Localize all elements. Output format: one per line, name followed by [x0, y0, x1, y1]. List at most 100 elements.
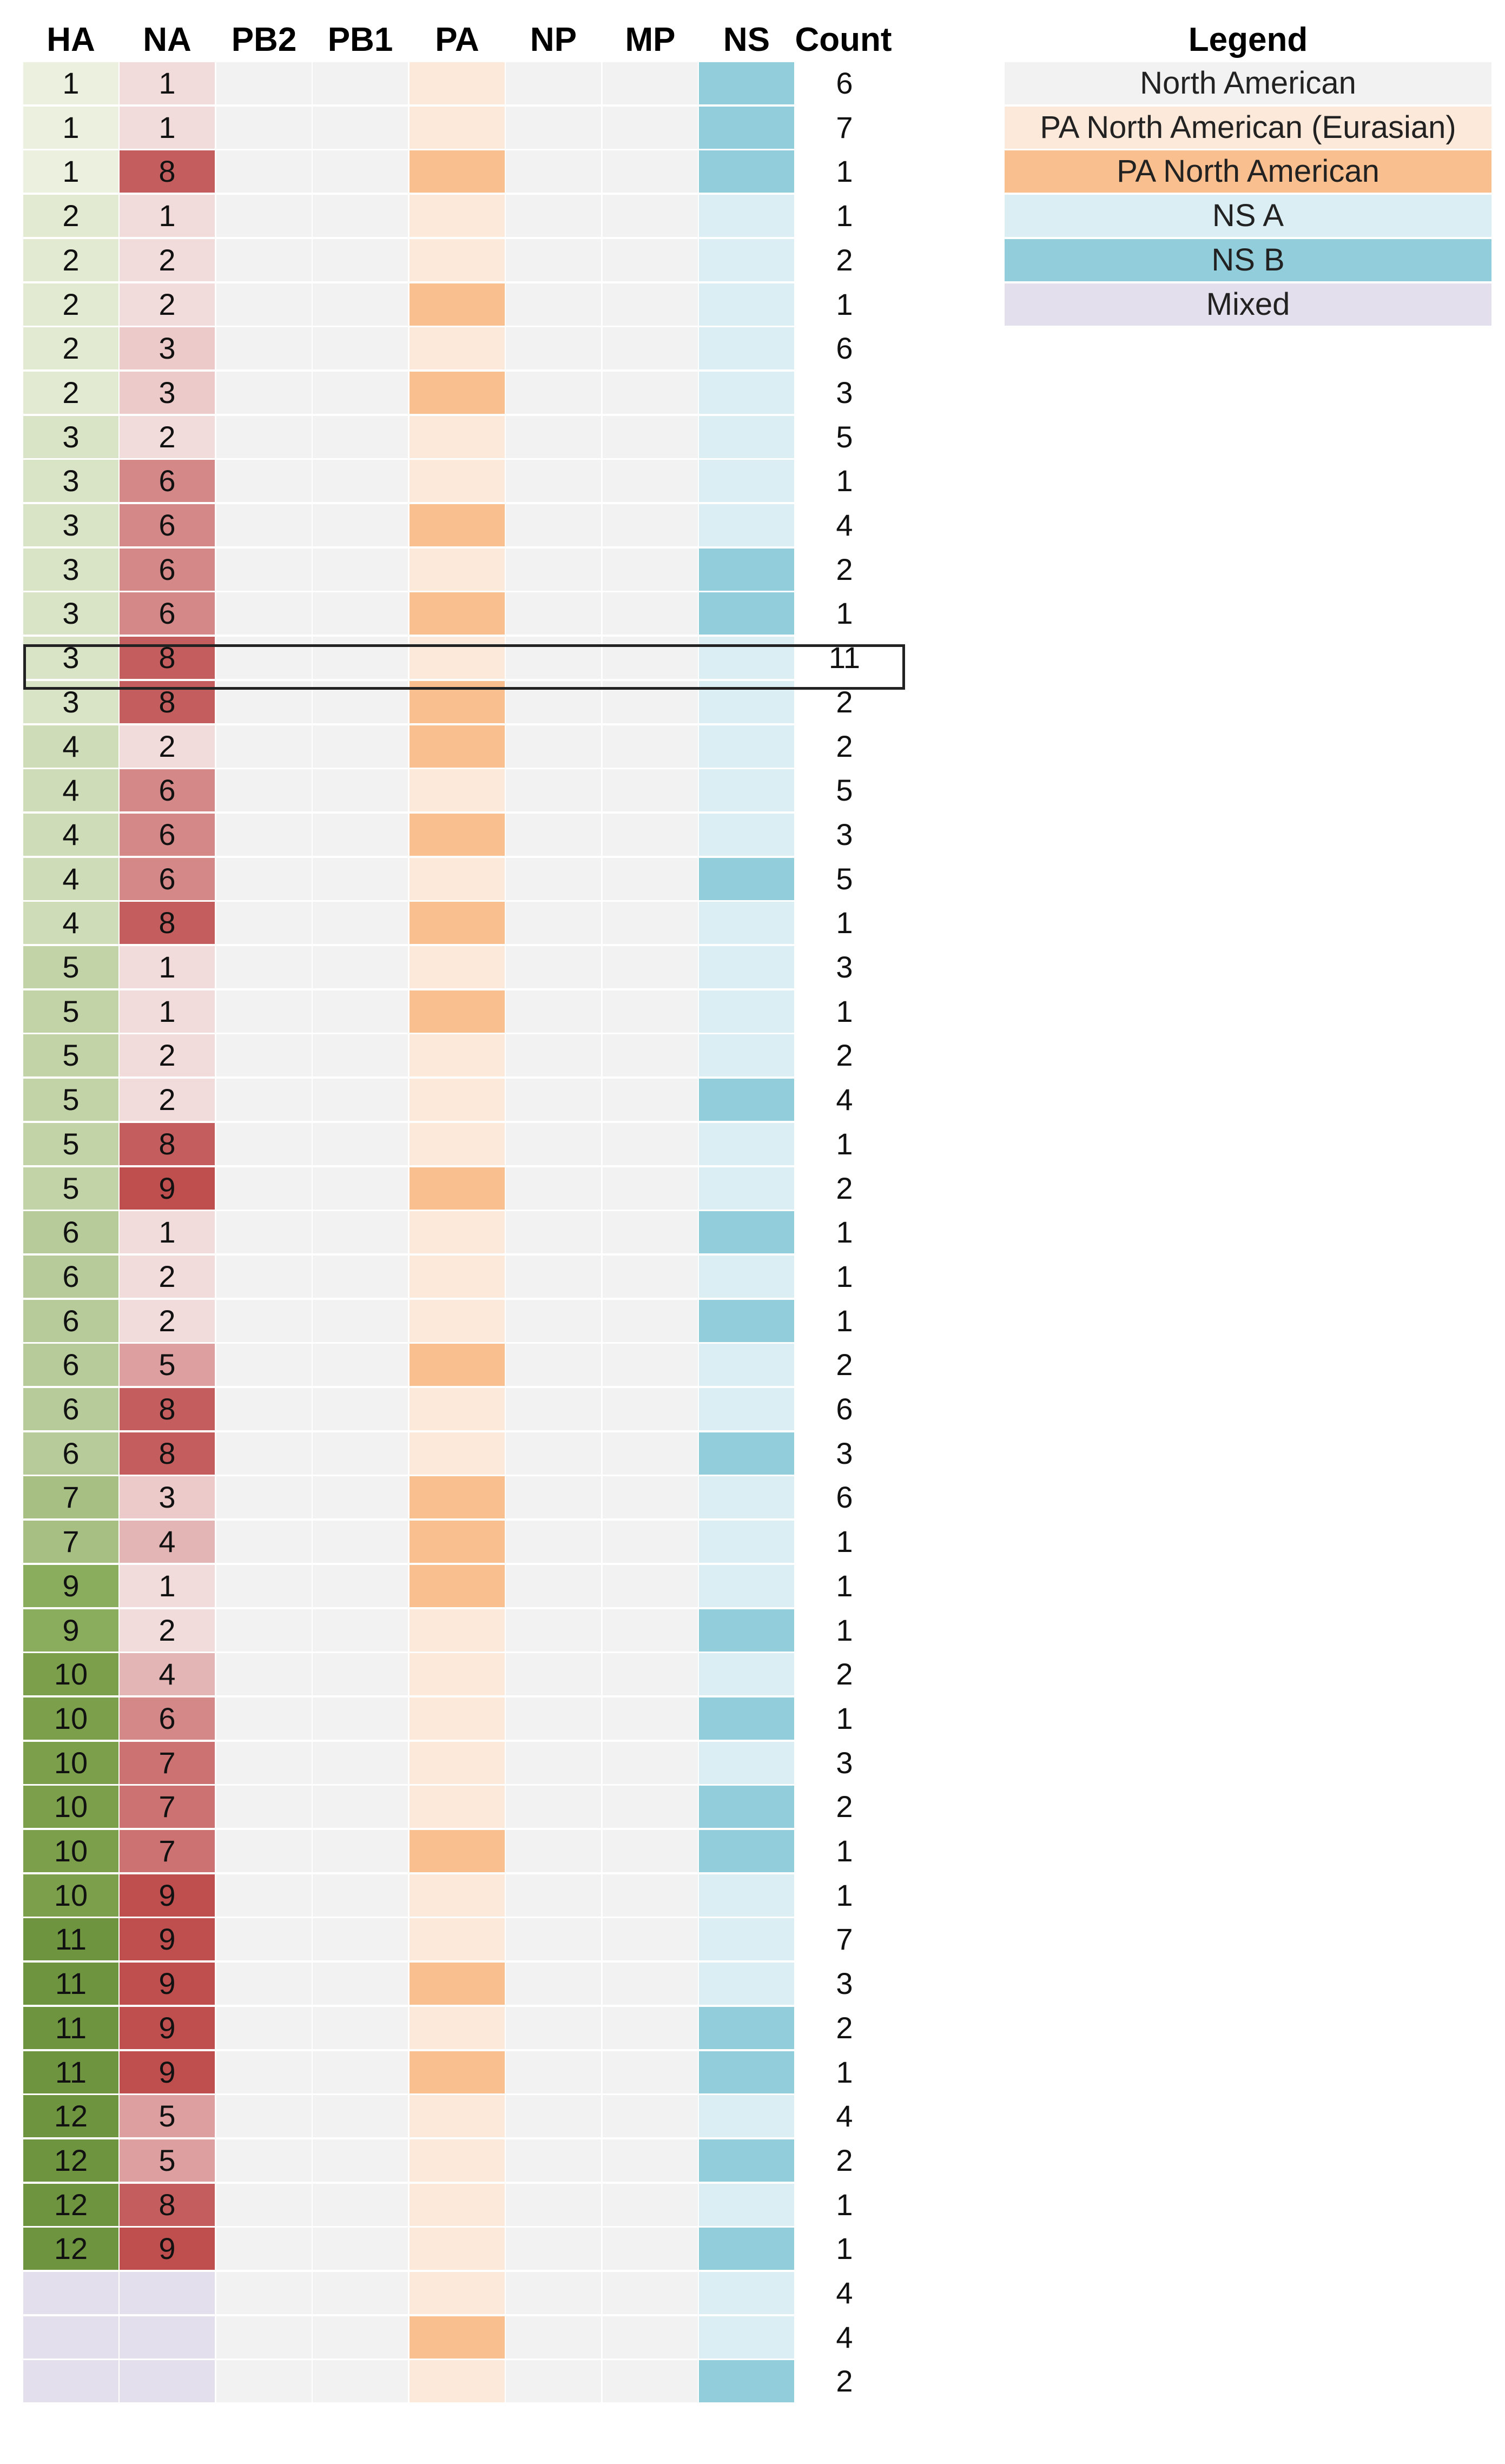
ns-cell	[699, 2228, 794, 2270]
pb2-cell	[216, 1653, 312, 1695]
ha-cell: 6	[23, 1300, 118, 1342]
np-cell	[506, 1874, 601, 1917]
ns-cell	[699, 1918, 794, 1960]
ha-cell: 10	[23, 1786, 118, 1828]
mp-cell	[603, 946, 698, 988]
ns-cell	[699, 1476, 794, 1518]
ns-cell	[699, 283, 794, 326]
count-value: 2	[836, 552, 853, 586]
pa-cell	[410, 283, 505, 326]
pb2-cell	[216, 1874, 312, 1917]
mp-cell	[603, 1300, 698, 1342]
np-cell	[506, 1344, 601, 1386]
np-cell	[506, 2007, 601, 2049]
pb2-cell	[216, 1521, 312, 1563]
count-value: 3	[836, 817, 853, 851]
ha-cell: 2	[23, 327, 118, 369]
count-value: 2	[836, 2143, 853, 2177]
pb2-cell	[216, 150, 312, 193]
mp-cell	[603, 1432, 698, 1475]
pa-cell	[410, 858, 505, 900]
na-cell: 3	[120, 327, 215, 369]
mp-cell	[603, 2095, 698, 2137]
pb2-cell	[216, 504, 312, 546]
pa-cell	[410, 1300, 505, 1342]
mp-cell	[603, 372, 698, 414]
pa-cell	[410, 637, 505, 679]
pb2-cell	[216, 637, 312, 679]
count-value: 1	[836, 1259, 853, 1293]
na-cell: 7	[120, 1830, 215, 1872]
pb2-cell	[216, 1742, 312, 1784]
mp-cell	[603, 1874, 698, 1917]
count-value: 1	[836, 1215, 853, 1249]
pb1-cell	[313, 283, 408, 326]
pb1-cell	[313, 592, 408, 635]
mp-cell	[603, 1079, 698, 1121]
na-cell: 9	[120, 1918, 215, 1960]
ns-cell	[699, 2139, 794, 2182]
pa-cell	[410, 2272, 505, 2314]
mp-cell	[603, 195, 698, 237]
pb1-cell	[313, 107, 408, 149]
na-cell: 1	[120, 107, 215, 149]
np-cell	[506, 150, 601, 193]
np-cell	[506, 2051, 601, 2093]
count-value: 2	[836, 2364, 853, 2398]
header-pa: PA	[435, 21, 479, 58]
pa-cell	[410, 239, 505, 281]
na-cell: 9	[120, 2051, 215, 2093]
ha-cell: 1	[23, 150, 118, 193]
legend-title: Legend	[1188, 21, 1308, 58]
pb2-cell	[216, 372, 312, 414]
na-cell: 7	[120, 1786, 215, 1828]
ha-cell: 6	[23, 1256, 118, 1298]
ha-cell: 6	[23, 1211, 118, 1253]
ns-cell	[699, 460, 794, 502]
na-cell-mixed	[120, 2316, 215, 2359]
ha-cell: 10	[23, 1874, 118, 1917]
ha-cell: 4	[23, 725, 118, 768]
header-ns: NS	[723, 21, 770, 58]
na-cell: 2	[120, 1256, 215, 1298]
count-value: 6	[836, 1392, 853, 1426]
na-cell: 6	[120, 504, 215, 546]
mp-cell	[603, 1344, 698, 1386]
np-cell	[506, 1432, 601, 1475]
pa-cell	[410, 2051, 505, 2093]
ha-cell: 3	[23, 460, 118, 502]
mp-cell	[603, 1742, 698, 1784]
na-cell: 8	[120, 2184, 215, 2226]
pb2-cell	[216, 2272, 312, 2314]
ha-cell: 6	[23, 1388, 118, 1430]
pb1-cell	[313, 1653, 408, 1695]
ha-cell: 3	[23, 592, 118, 635]
count-value: 1	[836, 1701, 853, 1735]
na-cell-mixed	[120, 2360, 215, 2402]
mp-cell	[603, 2007, 698, 2049]
ns-cell	[699, 1565, 794, 1607]
pa-cell	[410, 504, 505, 546]
na-cell: 2	[120, 1079, 215, 1121]
np-cell	[506, 107, 601, 149]
pb2-cell	[216, 1697, 312, 1740]
pa-cell	[410, 107, 505, 149]
pb2-cell	[216, 990, 312, 1033]
mp-cell	[603, 1521, 698, 1563]
np-cell	[506, 1786, 601, 1828]
pb2-cell	[216, 592, 312, 635]
np-cell	[506, 283, 601, 326]
pb1-cell	[313, 2095, 408, 2137]
ns-cell	[699, 1963, 794, 2005]
pa-cell	[410, 195, 505, 237]
na-cell: 6	[120, 814, 215, 856]
pb2-cell	[216, 1388, 312, 1430]
ha-cell: 2	[23, 195, 118, 237]
pb2-cell	[216, 725, 312, 768]
pb2-cell	[216, 769, 312, 811]
count-value: 2	[836, 2011, 853, 2045]
pb2-cell	[216, 1786, 312, 1828]
na-cell: 6	[120, 460, 215, 502]
ha-cell: 12	[23, 2095, 118, 2137]
np-cell	[506, 1123, 601, 1165]
